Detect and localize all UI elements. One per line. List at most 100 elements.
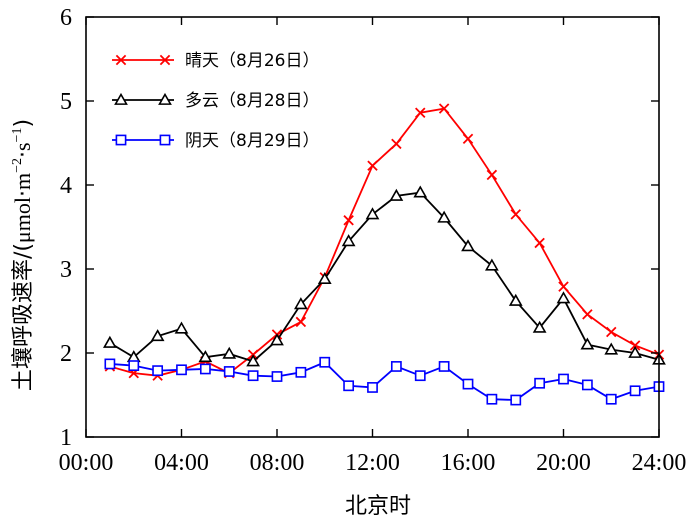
series-2-point (198, 350, 213, 363)
y-title-main: 土壤呼吸速率/( (11, 243, 36, 391)
series-1-point (606, 326, 617, 338)
legend-marker-right (159, 134, 171, 146)
axis-ticks: 00:00 04:00 08:00 12:00 16:00 20:00 24:00 1 2 3 4 5… (59, 5, 687, 476)
plot-frame (85, 16, 660, 438)
series-3-point (629, 385, 641, 397)
series-3-point (581, 379, 593, 391)
x-tick-label: 12:00 (345, 450, 400, 476)
y-tick-label: 4 (60, 173, 72, 199)
series-2-point (484, 258, 499, 271)
y-title-dot1: · (11, 190, 36, 197)
series-3-point (343, 380, 355, 392)
series-3-point (486, 393, 498, 405)
y-title-exp-m: −2 (10, 158, 25, 173)
y-title-close: ) (11, 119, 36, 128)
legend-marker-left (115, 54, 127, 66)
legend-marker-right (158, 92, 172, 105)
series-3-point (176, 364, 187, 376)
series-2-point (174, 321, 189, 334)
series-2-point (389, 188, 404, 201)
y-title-exp-s: −1 (10, 128, 25, 143)
y-title-mol: mol (10, 197, 35, 231)
series-1-point (367, 160, 378, 171)
series-2-line (109, 191, 660, 363)
series-3-point (558, 373, 569, 385)
series-2-point (580, 337, 595, 350)
series-2-point (604, 342, 619, 355)
series-3-point (199, 363, 211, 375)
y-tick-label: 2 (60, 341, 72, 367)
series-1-point (510, 209, 521, 220)
x-tick-label: 24:00 (632, 450, 687, 476)
series-2-point (556, 291, 571, 304)
y-tick-label: 6 (60, 5, 72, 31)
series-1-point (295, 316, 307, 328)
legend-marker-left (114, 92, 128, 105)
series-2-point (437, 210, 452, 223)
series-2-point (508, 293, 523, 306)
legend-label: 阴天（8月29日） (185, 131, 319, 151)
y-axis-title: 土壤呼吸速率/(μmol·m−2·s−1) (10, 119, 36, 391)
series-1-point (438, 103, 450, 114)
series-2-point (341, 234, 356, 247)
series-2-point (102, 335, 117, 348)
series-1-point (391, 138, 402, 150)
series-1-point (462, 133, 474, 145)
legend-entry-3: 阴天（8月29日） (112, 131, 319, 151)
series-2-point (413, 185, 428, 198)
series-2-point (270, 333, 284, 346)
series-3-point (152, 365, 164, 377)
series-2-point (365, 207, 380, 220)
series-2-point (150, 329, 165, 342)
series-1-point (415, 107, 426, 118)
series-3-point (319, 356, 331, 368)
series-3-point (462, 378, 474, 390)
legend-entry-1: 晴天（8月26日） (112, 51, 319, 71)
x-tick-label: 00:00 (59, 450, 114, 476)
series-3-point (271, 371, 283, 382)
legend-label: 多云（8月28日） (185, 91, 319, 111)
legend-entry-2: 多云（8月28日） (112, 91, 319, 111)
y-tick-label: 1 (60, 425, 72, 451)
series-3-point (534, 377, 546, 389)
series-3-point (104, 358, 116, 370)
series-1-point (343, 215, 354, 226)
series-3-point (295, 366, 307, 378)
y-title-m: m (10, 173, 35, 190)
series-1-point (558, 281, 569, 292)
series-3-point (438, 361, 450, 372)
x-tick-label: 08:00 (250, 450, 305, 476)
x-axis-title: 北京时 (345, 494, 411, 519)
series-1-point (629, 340, 641, 351)
series-3-point (510, 394, 522, 406)
series-1-point (486, 169, 498, 181)
series-1-point (582, 309, 593, 320)
legend-marker-right (159, 54, 171, 66)
series-3-line (109, 361, 660, 401)
series-2-point (628, 345, 643, 358)
series-3-point (128, 360, 140, 371)
series-2-point (222, 346, 237, 359)
legend-marker-left (115, 134, 127, 146)
y-title-dot2: · (11, 151, 36, 158)
y-title-mu: μ (10, 231, 35, 243)
series-2-point (532, 320, 547, 333)
y-tick-label: 5 (60, 89, 72, 115)
series-2-point (317, 271, 332, 285)
series-3-point (390, 361, 402, 372)
series-1-point (534, 237, 545, 249)
y-title-s: s (10, 142, 35, 151)
series-2-point (246, 354, 261, 367)
series-3-point (367, 382, 378, 393)
series-2-point (293, 297, 308, 310)
x-tick-label: 20:00 (536, 450, 591, 476)
plot-area (102, 103, 666, 406)
series-3 (104, 356, 665, 406)
x-tick-label: 04:00 (154, 450, 209, 476)
series-3-point (223, 366, 235, 377)
x-tick-label: 16:00 (441, 450, 496, 476)
legend: 晴天（8月26日） 多云（8月28日） 阴天（8月29日） (112, 51, 319, 151)
series-3-point (414, 370, 426, 382)
series-2-point (461, 239, 475, 252)
